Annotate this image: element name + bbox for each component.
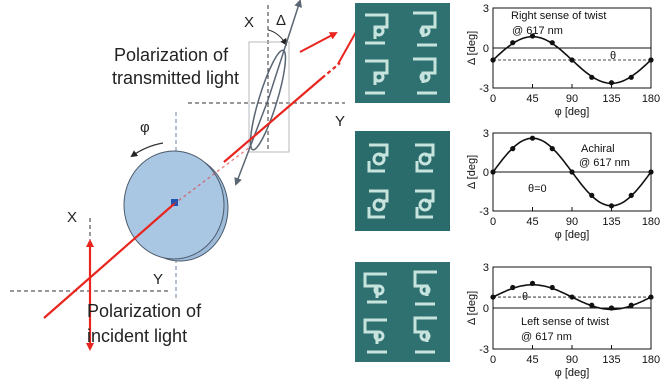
data-point bbox=[648, 294, 654, 300]
transmitted-beam-tip bbox=[337, 31, 357, 65]
y-axis-label: Δ [deg] bbox=[466, 31, 478, 65]
data-point bbox=[569, 57, 575, 63]
data-point bbox=[608, 203, 615, 209]
y-tick-label: 3 bbox=[483, 262, 489, 274]
x-tick-label: 0 bbox=[490, 354, 496, 366]
x-label-transmitted: X bbox=[244, 14, 254, 31]
sem-image-right-twist bbox=[355, 3, 450, 103]
data-point bbox=[529, 33, 536, 39]
x-axis-label: φ [deg] bbox=[555, 229, 590, 241]
y-tick-label: 3 bbox=[483, 128, 489, 140]
y-axis-label: Δ [deg] bbox=[466, 155, 478, 189]
rotation-arrow-icon bbox=[130, 142, 164, 158]
y-tick-label: 3 bbox=[483, 3, 489, 15]
data-point bbox=[549, 146, 555, 152]
transmitted-label-line2: transmitted light bbox=[112, 68, 239, 88]
y-tick-label: -3 bbox=[479, 344, 489, 356]
x-tick-label: 180 bbox=[642, 216, 660, 228]
data-point bbox=[628, 192, 634, 198]
x-tick-label: 45 bbox=[526, 93, 538, 105]
y-tick-label: 0 bbox=[483, 43, 489, 55]
y-tick-label: -3 bbox=[479, 206, 489, 218]
data-point bbox=[589, 74, 595, 80]
beam-hidden bbox=[173, 146, 251, 205]
annotation-line2: @ 617 nm bbox=[521, 331, 572, 343]
data-point bbox=[529, 135, 536, 141]
x-tick-label: 0 bbox=[490, 93, 496, 105]
incident-label-line2: incident light bbox=[87, 326, 187, 346]
x-tick-label: 45 bbox=[526, 216, 538, 228]
x-axis-label: φ [deg] bbox=[555, 106, 590, 118]
data-point bbox=[648, 57, 654, 63]
x-tick-label: 0 bbox=[490, 216, 496, 228]
incident-beam bbox=[43, 203, 175, 319]
transmitted-beam bbox=[223, 77, 323, 163]
data-point bbox=[510, 40, 516, 46]
data-point bbox=[589, 192, 595, 198]
theta-label: θ=0 bbox=[528, 183, 547, 195]
annotation-line2: @ 617 nm bbox=[579, 157, 630, 169]
phi-label: φ bbox=[140, 119, 150, 136]
optical-diagram: X Y Δ φ X Y Polarization of transmitted … bbox=[10, 0, 357, 351]
y-axis-label: Δ [deg] bbox=[466, 291, 478, 325]
x-tick-label: 180 bbox=[642, 93, 660, 105]
x-tick-label: 45 bbox=[526, 354, 538, 366]
data-point bbox=[628, 74, 634, 80]
data-point bbox=[510, 284, 516, 291]
y-label-incident: Y bbox=[153, 271, 163, 288]
transmitted-frame bbox=[248, 41, 290, 153]
x-tick-label: 180 bbox=[642, 354, 660, 366]
data-point bbox=[549, 284, 555, 291]
ellipse-axis-down-icon bbox=[234, 99, 269, 186]
chart-right-twist: Right sense of twist @ 617 nm θ 0 45 90 135… bbox=[466, 3, 660, 118]
y-tick-label: 0 bbox=[483, 167, 489, 179]
data-point bbox=[569, 169, 575, 175]
data-point bbox=[589, 302, 595, 308]
sem-image-achiral bbox=[355, 131, 450, 231]
incident-label-line1: Polarization of bbox=[87, 301, 202, 321]
y-tick-label: 0 bbox=[483, 303, 489, 315]
data-point bbox=[490, 57, 496, 63]
data-point bbox=[549, 40, 555, 46]
annotation-line1: Achiral bbox=[581, 143, 615, 155]
x-tick-label: 90 bbox=[566, 216, 578, 228]
x-tick-label: 135 bbox=[602, 93, 620, 105]
x-tick-label: 135 bbox=[602, 354, 620, 366]
x-label-incident: X bbox=[67, 209, 77, 226]
chart-left-twist: θ Left sense of twist @ 617 nm 0 45 90 135 1… bbox=[466, 262, 660, 379]
transmitted-beam-dashed bbox=[321, 62, 341, 79]
x-tick-label: 90 bbox=[566, 93, 578, 105]
annotation-line1: Right sense of twist bbox=[511, 10, 606, 22]
data-point bbox=[490, 169, 496, 175]
theta-label: θ bbox=[610, 50, 616, 62]
data-point bbox=[569, 294, 575, 300]
x-tick-label: 90 bbox=[566, 354, 578, 366]
ellipse-axis-up-icon bbox=[267, 0, 302, 101]
y-tick-label: -3 bbox=[479, 83, 489, 95]
data-point bbox=[648, 169, 654, 175]
data-point bbox=[529, 280, 536, 286]
x-tick-label: 135 bbox=[602, 216, 620, 228]
sem-micrographs bbox=[355, 3, 450, 362]
delta-arc-icon bbox=[267, 29, 288, 46]
transmitted-arrow-icon bbox=[299, 32, 338, 53]
sem-image-left-twist bbox=[355, 262, 450, 362]
delta-label: Δ bbox=[276, 12, 286, 29]
x-axis-label: φ [deg] bbox=[555, 367, 590, 379]
data-point bbox=[608, 80, 615, 86]
transmitted-label-line1: Polarization of bbox=[114, 45, 229, 65]
data-point bbox=[490, 294, 496, 300]
polarization-ellipse-icon bbox=[249, 49, 287, 151]
data-point bbox=[510, 146, 516, 152]
y-label-transmitted: Y bbox=[335, 113, 345, 130]
data-point bbox=[608, 305, 615, 311]
beam-spot bbox=[171, 199, 178, 206]
annotation-line2: @ 617 nm bbox=[512, 25, 563, 37]
data-point bbox=[628, 302, 634, 308]
annotation-line1: Left sense of twist bbox=[521, 316, 609, 328]
